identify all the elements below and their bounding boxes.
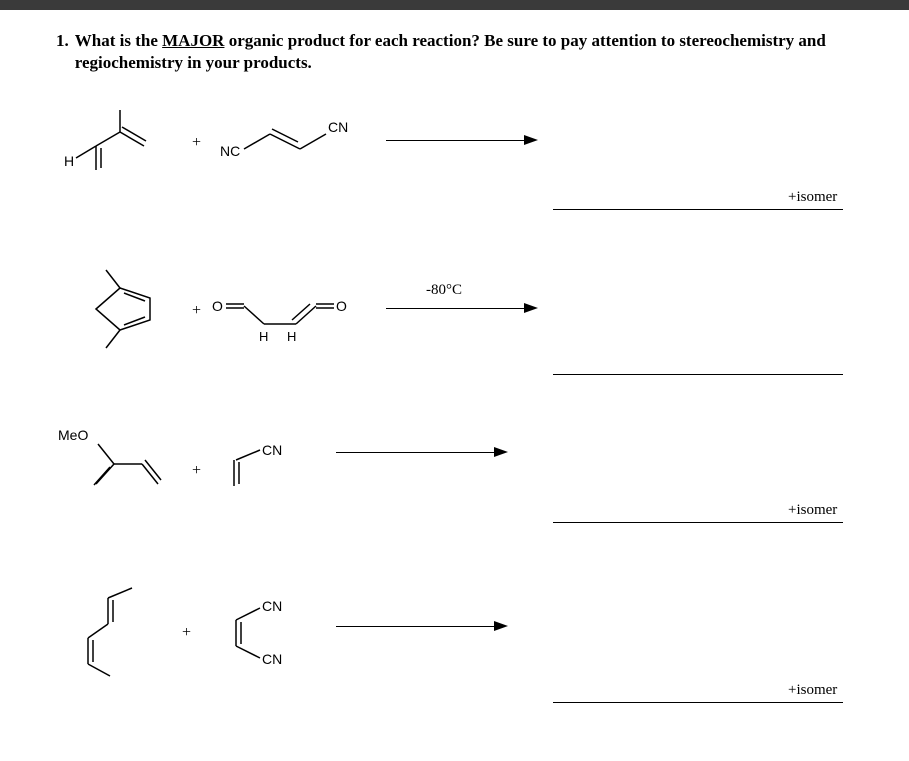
question-text: What is the MAJOR organic product for ea… [75, 30, 853, 74]
o-left: O [212, 298, 223, 314]
rxn3-dienophile: CN [216, 442, 306, 497]
cn-label-3: CN [262, 442, 282, 458]
reaction-4: + CN CN +isomer [56, 574, 853, 724]
rxn4-arrow-head [494, 621, 508, 631]
rxn4-arrow [336, 626, 496, 627]
q-text-major: MAJOR [162, 31, 224, 50]
rxn4-isomer: +isomer [788, 682, 837, 699]
rxn3-diene: MeO [56, 424, 186, 514]
rxn1-diene: H [62, 104, 172, 189]
rxn3-isomer: +isomer [788, 502, 837, 519]
rxn1-plus: + [192, 134, 201, 152]
rxn1-arrow [386, 140, 526, 141]
q-text-pre: What is the [75, 31, 162, 50]
o-right: O [336, 298, 347, 314]
rxn4-plus: + [182, 624, 191, 642]
rxn2-plus: + [192, 302, 201, 320]
rxn2-arrow [386, 308, 526, 309]
rxn1-isomer: +isomer [788, 189, 837, 206]
rxn1-answer-line [553, 209, 843, 210]
cn-label: CN [328, 119, 348, 135]
rxn4-answer-line [553, 702, 843, 703]
rxn1-dienophile: NC CN [212, 112, 372, 167]
page-content: 1. What is the MAJOR organic product for… [0, 10, 909, 724]
top-bar [0, 0, 909, 10]
rxn2-answer-line [553, 374, 843, 375]
nc-label: NC [220, 143, 240, 159]
rxn2-dienophile: O O H H [212, 274, 382, 349]
rxn1-arrow-head [524, 135, 538, 145]
reaction-3: MeO + CN +isomer [56, 414, 853, 574]
rxn3-answer-line [553, 522, 843, 523]
rxn2-arrow-head [524, 303, 538, 313]
rxn3-arrow [336, 452, 496, 453]
question-number: 1. [56, 30, 75, 52]
cn-bot-4: CN [262, 651, 282, 667]
cn-top-4: CN [262, 598, 282, 614]
h-left: H [259, 329, 268, 344]
reaction-2: + O O [56, 244, 853, 414]
question: 1. What is the MAJOR organic product for… [56, 30, 853, 74]
rxn4-diene [60, 580, 170, 690]
rxn3-arrow-head [494, 447, 508, 457]
h-label: H [64, 153, 74, 169]
rxn2-diene [56, 264, 186, 354]
rxn2-condition: -80°C [426, 282, 462, 299]
rxn3-plus: + [192, 462, 201, 480]
meo-label: MeO [58, 427, 88, 443]
rxn4-dienophile: CN CN [214, 594, 314, 674]
reactions-area: H + NC CN +isomer [56, 104, 853, 724]
h-right: H [287, 329, 296, 344]
reaction-1: H + NC CN +isomer [56, 104, 853, 244]
